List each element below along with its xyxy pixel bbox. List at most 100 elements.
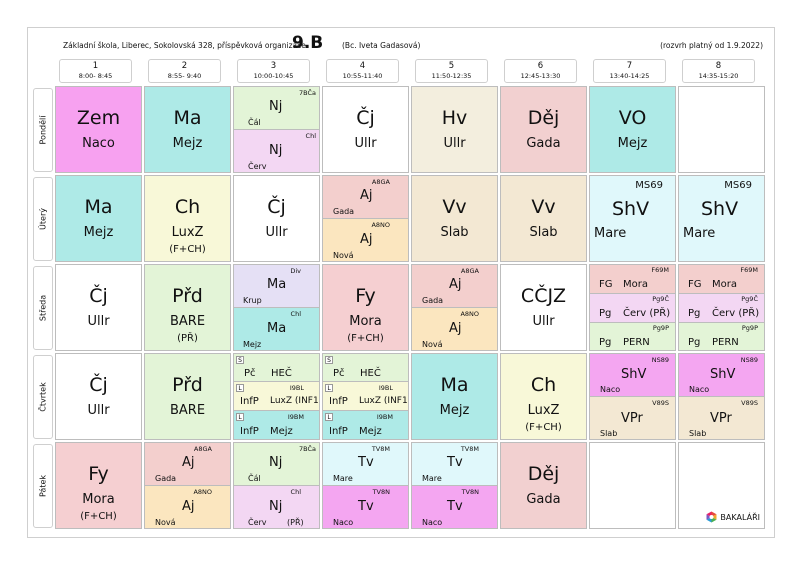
lesson-wed-1[interactable]: Čj Ullr xyxy=(55,264,142,351)
lesson-fri-3[interactable]: 7BČa Nj Čál Chl Nj Červ (PŘ) xyxy=(233,442,320,529)
lesson-tue-8[interactable]: MS69 ShV Mare xyxy=(678,175,765,262)
group-code: MS69 xyxy=(635,180,663,191)
subject: VO xyxy=(618,107,647,129)
teacher: BARE xyxy=(169,314,206,329)
subject: Hv xyxy=(441,107,468,129)
subject: Tv xyxy=(447,499,463,514)
teacher: Čál xyxy=(248,474,261,483)
group-code: A8NO xyxy=(460,310,479,318)
subject: CČJZ xyxy=(520,285,567,307)
group-code: Pg9P xyxy=(652,324,669,332)
lesson-wed-5[interactable]: A8GA Aj Gada A8NO Aj Nová xyxy=(411,264,498,351)
lesson-tue-7[interactable]: MS69 ShV Mare xyxy=(589,175,676,262)
group-code: F69M xyxy=(651,266,669,274)
subject: Pg xyxy=(688,337,701,348)
group-code: I9BL xyxy=(378,384,393,392)
teacher: Slab xyxy=(440,225,469,240)
lesson-fri-1[interactable]: Fy Mora (F+CH) xyxy=(55,442,142,529)
teacher: LuxZ (INF1) xyxy=(270,396,319,406)
subject: Děj xyxy=(527,463,560,485)
teacher: Slab xyxy=(600,429,618,438)
period-header-2: 2 8:55- 9:40 xyxy=(148,59,221,83)
lesson-thu-4[interactable]: S Pč HEČ L I9BL InfP LuxZ (INF1) L I9BM … xyxy=(322,353,409,440)
lesson-group-a: Div Ma Krup xyxy=(234,265,319,308)
lesson-thu-6[interactable]: Ch LuxZ (F+CH) xyxy=(500,353,587,440)
lesson-mon-2[interactable]: Ma Mejz xyxy=(144,86,231,173)
lesson-mon-1[interactable]: Zem Naco xyxy=(55,86,142,173)
lesson-tue-3[interactable]: Čj Ullr xyxy=(233,175,320,262)
lesson-thu-3[interactable]: S Pč HEČ L I9BL InfP LuxZ (INF1) L I9BM … xyxy=(233,353,320,440)
lesson-fri-4[interactable]: TV8M Tv Mare TV8N Tv Naco xyxy=(322,442,409,529)
lesson-fri-6[interactable]: Děj Gada xyxy=(500,442,587,529)
lesson-group-b: A8NO Aj Nová xyxy=(323,219,408,261)
subject: Čj xyxy=(89,374,108,396)
lesson-wed-6[interactable]: CČJZ Ullr xyxy=(500,264,587,351)
group-code: Chl xyxy=(305,132,316,140)
lesson-tue-5[interactable]: Vv Slab xyxy=(411,175,498,262)
lesson-group-3: L I9BM InfP Mejz xyxy=(323,411,408,439)
subject: Čj xyxy=(356,107,375,129)
subject: InfP xyxy=(329,426,348,437)
teacher: HEČ xyxy=(360,368,381,379)
group-code: I9BM xyxy=(287,413,304,421)
group-tag: L xyxy=(325,384,333,392)
lesson-thu-1[interactable]: Čj Ullr xyxy=(55,353,142,440)
lesson-thu-2[interactable]: Přd BARE xyxy=(144,353,231,440)
subject: FG xyxy=(599,279,613,290)
note: (F+CH) xyxy=(80,511,117,522)
bakalari-logo: BAKALÁŘI xyxy=(706,511,760,523)
subject: InfP xyxy=(240,396,259,407)
lesson-group-b: Chl Nj Červ (PŘ) xyxy=(234,486,319,528)
lesson-mon-6[interactable]: Děj Gada xyxy=(500,86,587,173)
group-tag: L xyxy=(325,413,333,421)
teacher: Mejz xyxy=(172,136,203,151)
lesson-group-3: L I9BM InfP Mejz xyxy=(234,411,319,439)
lesson-group-b: A8NO Aj Nová xyxy=(145,486,230,528)
lesson-group-2: L I9BL InfP LuxZ (INF1) xyxy=(323,382,408,411)
lesson-thu-8[interactable]: NS89 ShV Naco V89S VPr Slab xyxy=(678,353,765,440)
teacher: Mora xyxy=(623,279,648,290)
lesson-tue-6[interactable]: Vv Slab xyxy=(500,175,587,262)
subject: Ma xyxy=(267,321,287,336)
lesson-group-a: A8GA Aj Gada xyxy=(323,176,408,219)
lesson-wed-3[interactable]: Div Ma Krup Chl Ma Mejz xyxy=(233,264,320,351)
lesson-wed-8[interactable]: F69M FG Mora Pg9Č Pg Červ (PŘ) Pg9P Pg P… xyxy=(678,264,765,351)
lesson-thu-7[interactable]: NS89 ShV Naco V89S VPr Slab xyxy=(589,353,676,440)
teacher: Čál xyxy=(248,118,261,127)
lesson-mon-4[interactable]: Čj Ullr xyxy=(322,86,409,173)
group-code: NS89 xyxy=(651,356,669,364)
group-code: 7BČa xyxy=(298,445,316,453)
subject: Ma xyxy=(173,107,202,129)
lesson-thu-5[interactable]: Ma Mejz xyxy=(411,353,498,440)
group-code: A8GA xyxy=(460,267,479,275)
valid-from: (rozvrh platný od 1.9.2022) xyxy=(660,41,763,50)
lesson-mon-5[interactable]: Hv Ullr xyxy=(411,86,498,173)
teacher: Mora xyxy=(349,314,382,329)
teacher: Naco xyxy=(333,518,354,527)
lesson-wed-2[interactable]: Přd BARE (PŘ) xyxy=(144,264,231,351)
lesson-wed-7[interactable]: F69M FG Mora Pg9Č Pg Červ (PŘ) Pg9P Pg P… xyxy=(589,264,676,351)
lesson-wed-4[interactable]: Fy Mora (F+CH) xyxy=(322,264,409,351)
teacher: Slab xyxy=(529,225,558,240)
lesson-tue-2[interactable]: Ch LuxZ (F+CH) xyxy=(144,175,231,262)
teacher: Gada xyxy=(155,474,177,483)
lesson-group-a: 7BČa Nj Čál xyxy=(234,443,319,486)
teacher: Mora xyxy=(82,492,115,507)
day-label-tuesday: Úterý xyxy=(33,177,53,261)
lesson-mon-7[interactable]: VO Mejz xyxy=(589,86,676,173)
lesson-fri-2[interactable]: A8GA Aj Gada A8NO Aj Nová xyxy=(144,442,231,529)
group-code: F69M xyxy=(740,266,758,274)
lesson-fri-7-empty xyxy=(589,442,676,529)
lesson-tue-4[interactable]: A8GA Aj Gada A8NO Aj Nová xyxy=(322,175,409,262)
subject: Nj xyxy=(269,143,283,158)
subject: ShV xyxy=(701,198,739,220)
note: (PŘ) xyxy=(177,333,198,344)
lesson-group-1: S Pč HEČ xyxy=(234,354,319,382)
lesson-fri-5[interactable]: TV8M Tv Mare TV8N Tv Naco xyxy=(411,442,498,529)
lesson-mon-3[interactable]: 7BČa Nj Čál Chl Nj Červ xyxy=(233,86,320,173)
subject: Ch xyxy=(530,374,557,396)
lesson-group-b: V89S VPr Slab xyxy=(590,397,675,439)
subject: Aj xyxy=(449,277,462,292)
period-header-4: 4 10:55-11:40 xyxy=(326,59,399,83)
lesson-tue-1[interactable]: Ma Mejz xyxy=(55,175,142,262)
